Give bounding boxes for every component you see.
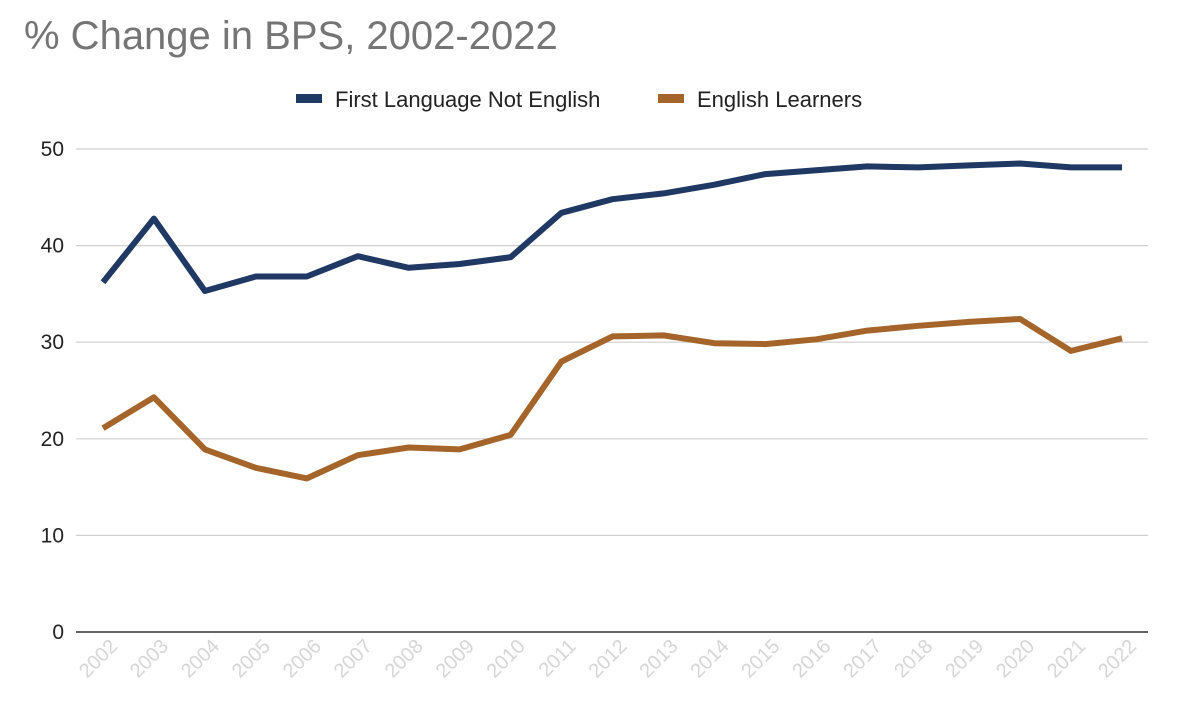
chart-title: % Change in BPS, 2002-2022 xyxy=(24,14,558,58)
legend-label-first-language: First Language Not English xyxy=(335,87,600,112)
chart-legend: First Language Not English English Learn… xyxy=(296,87,862,112)
x-axis: 2002 2003 2004 2005 2006 2007 2008 2009 2010 2011… xyxy=(75,635,1141,682)
x-tick-label: 2009 xyxy=(432,635,479,682)
x-tick-label: 2016 xyxy=(788,635,835,682)
x-tick-label: 2018 xyxy=(890,635,937,682)
y-tick-label: 10 xyxy=(41,524,64,547)
legend-swatch-first-language xyxy=(296,94,322,103)
y-axis: 0 10 20 30 40 50 xyxy=(41,138,64,644)
x-tick-label: 2014 xyxy=(686,635,733,682)
x-tick-label: 2008 xyxy=(381,635,428,682)
x-tick-label: 2007 xyxy=(330,635,377,682)
x-tick-label: 2022 xyxy=(1094,635,1141,682)
x-tick-label: 2012 xyxy=(585,635,632,682)
x-tick-label: 2003 xyxy=(126,635,173,682)
y-tick-label: 0 xyxy=(52,621,64,644)
x-tick-label: 2010 xyxy=(483,635,530,682)
x-tick-label: 2004 xyxy=(177,635,224,682)
x-tick-label: 2011 xyxy=(535,635,581,681)
legend-item-english-learners[interactable]: English Learners xyxy=(658,87,862,112)
y-tick-label: 30 xyxy=(41,331,64,354)
legend-item-first-language[interactable]: First Language Not English xyxy=(296,87,600,112)
y-tick-label: 50 xyxy=(41,138,64,161)
gridlines xyxy=(76,148,1148,633)
series-lines xyxy=(100,160,1123,482)
legend-label-english-learners: English Learners xyxy=(697,87,862,112)
x-tick-label: 2017 xyxy=(839,635,886,682)
y-tick-label: 20 xyxy=(41,428,64,451)
x-tick-label: 2019 xyxy=(941,635,988,682)
series-line-first-language-not-english[interactable] xyxy=(100,160,1122,294)
x-tick-label: 2013 xyxy=(636,635,683,682)
series-line-english-learners[interactable] xyxy=(101,316,1123,482)
legend-swatch-english-learners xyxy=(658,94,684,103)
y-tick-label: 40 xyxy=(41,235,64,258)
x-tick-label: 2021 xyxy=(1043,635,1090,682)
x-tick-label: 2005 xyxy=(228,635,275,682)
x-tick-label: 2020 xyxy=(992,635,1039,682)
x-tick-label: 2015 xyxy=(737,635,784,682)
x-tick-label: 2006 xyxy=(279,635,326,682)
x-tick-label: 2002 xyxy=(75,635,122,682)
